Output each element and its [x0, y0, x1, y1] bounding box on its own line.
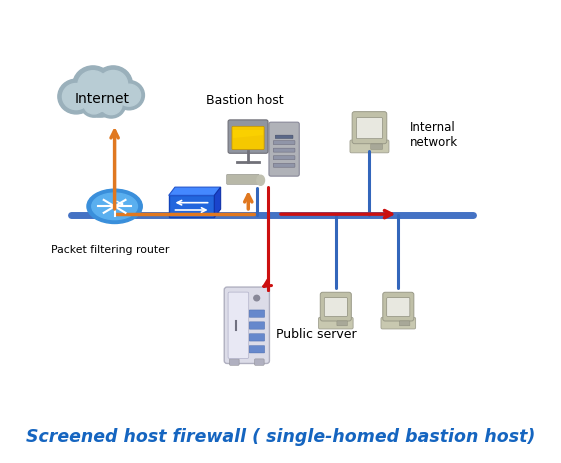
FancyBboxPatch shape	[275, 135, 293, 138]
FancyBboxPatch shape	[273, 148, 295, 152]
Circle shape	[78, 71, 108, 100]
FancyBboxPatch shape	[273, 163, 295, 167]
Circle shape	[62, 83, 90, 110]
FancyBboxPatch shape	[232, 126, 264, 150]
FancyBboxPatch shape	[387, 298, 410, 316]
Ellipse shape	[257, 175, 265, 185]
Text: Bastion host: Bastion host	[206, 94, 283, 107]
FancyBboxPatch shape	[350, 140, 389, 153]
Text: Internet: Internet	[75, 92, 130, 106]
Polygon shape	[169, 187, 220, 195]
Circle shape	[76, 71, 124, 117]
Circle shape	[58, 79, 94, 114]
FancyBboxPatch shape	[224, 287, 269, 363]
FancyBboxPatch shape	[356, 118, 383, 138]
FancyBboxPatch shape	[381, 317, 416, 329]
Text: Internal
network: Internal network	[410, 120, 458, 149]
FancyBboxPatch shape	[255, 359, 264, 365]
FancyBboxPatch shape	[269, 122, 299, 176]
Circle shape	[82, 77, 118, 112]
Text: Screened host firewall ( single-homed bastion host): Screened host firewall ( single-homed ba…	[26, 428, 535, 446]
Circle shape	[94, 66, 132, 102]
Text: Public server: Public server	[275, 328, 356, 341]
Polygon shape	[233, 130, 263, 138]
FancyBboxPatch shape	[320, 292, 351, 321]
FancyBboxPatch shape	[324, 298, 347, 316]
Circle shape	[117, 84, 141, 106]
FancyBboxPatch shape	[169, 195, 214, 217]
Text: Packet filtering router: Packet filtering router	[50, 245, 169, 255]
FancyBboxPatch shape	[228, 120, 268, 153]
Circle shape	[73, 66, 113, 104]
FancyBboxPatch shape	[249, 310, 265, 317]
Circle shape	[99, 70, 127, 98]
FancyBboxPatch shape	[273, 141, 295, 144]
FancyBboxPatch shape	[249, 322, 265, 329]
FancyBboxPatch shape	[249, 346, 265, 353]
Ellipse shape	[92, 193, 137, 219]
Circle shape	[80, 92, 107, 117]
Polygon shape	[214, 187, 220, 217]
FancyBboxPatch shape	[229, 359, 239, 365]
Circle shape	[254, 295, 260, 301]
FancyBboxPatch shape	[399, 321, 410, 326]
FancyBboxPatch shape	[352, 112, 387, 144]
FancyBboxPatch shape	[383, 292, 414, 321]
FancyBboxPatch shape	[228, 292, 249, 358]
Circle shape	[97, 91, 126, 118]
Circle shape	[84, 95, 104, 114]
FancyBboxPatch shape	[337, 321, 347, 326]
Ellipse shape	[87, 189, 142, 224]
FancyBboxPatch shape	[273, 156, 295, 160]
FancyBboxPatch shape	[249, 334, 265, 341]
FancyBboxPatch shape	[319, 317, 353, 329]
FancyBboxPatch shape	[227, 174, 259, 184]
Circle shape	[100, 94, 122, 115]
FancyBboxPatch shape	[371, 144, 383, 150]
Circle shape	[114, 81, 144, 110]
